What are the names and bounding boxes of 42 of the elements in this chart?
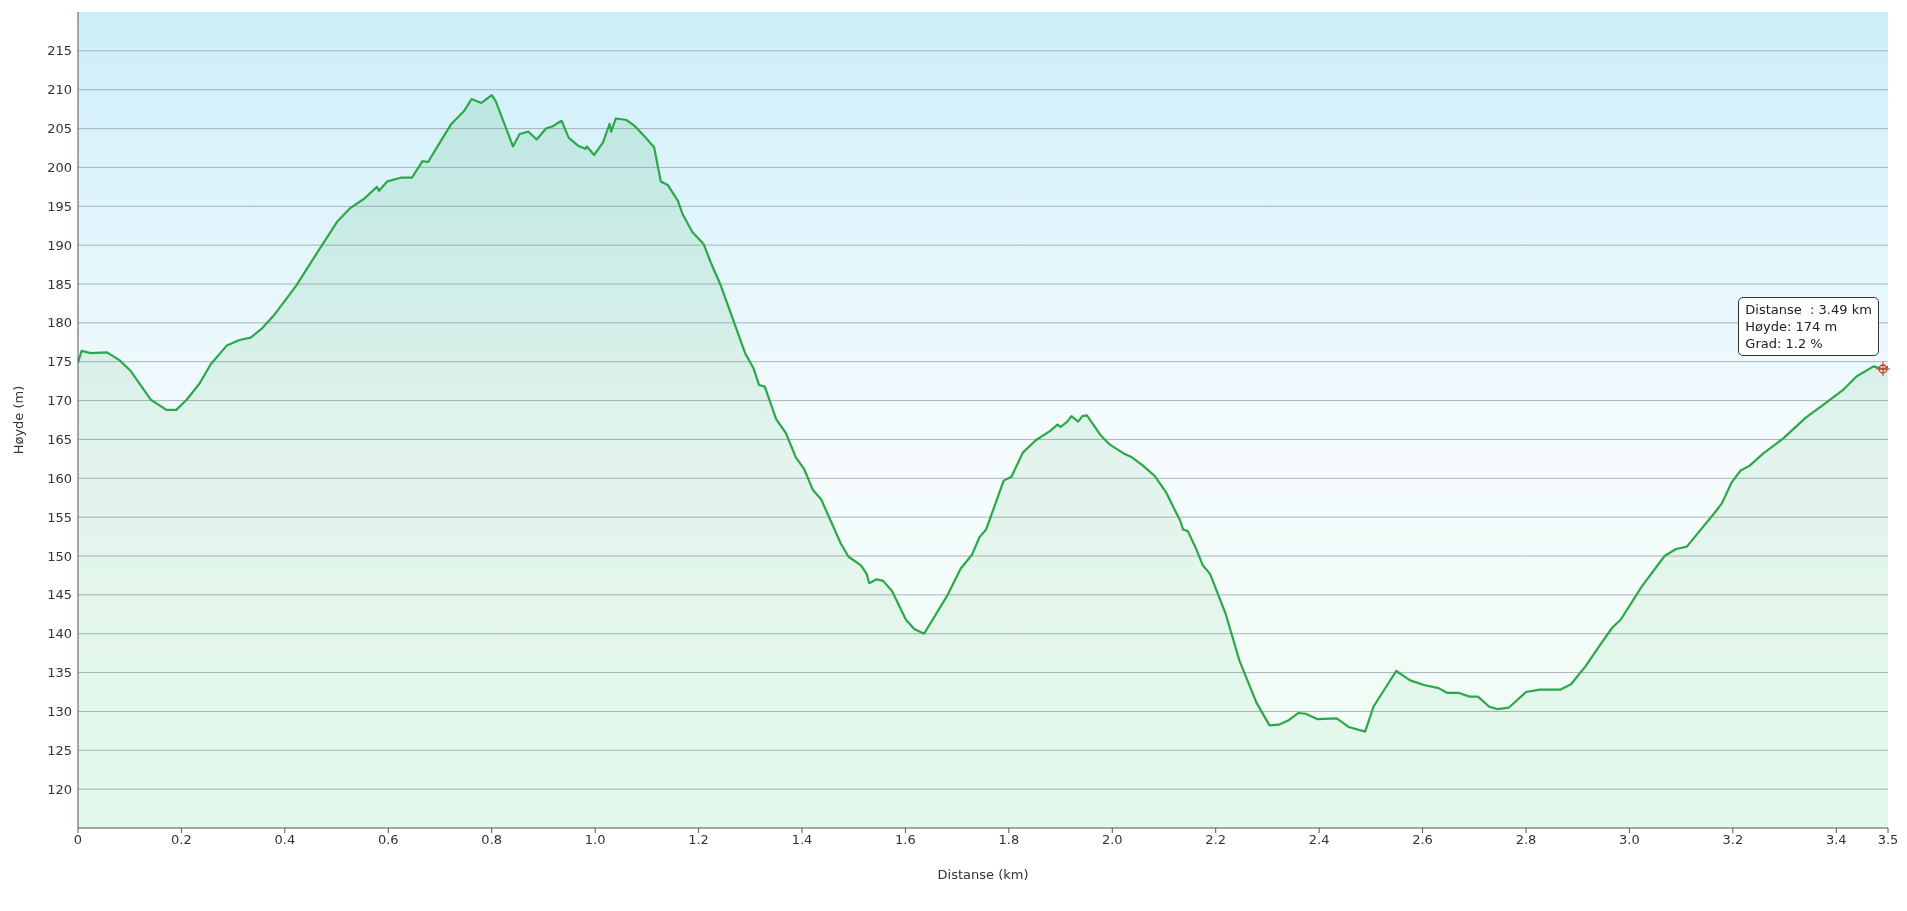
y-tick-label: 120 bbox=[47, 781, 72, 797]
y-tick-label: 130 bbox=[47, 704, 72, 720]
x-tick-label: 1.4 bbox=[791, 832, 813, 848]
x-tick-label: 0.4 bbox=[274, 832, 296, 848]
y-tick-label: 175 bbox=[47, 354, 72, 370]
y-tick-label: 145 bbox=[47, 587, 72, 603]
x-tick-label: 3.0 bbox=[1619, 832, 1640, 848]
x-tick-label: 1.0 bbox=[584, 832, 606, 848]
annotation: Distanse : 3.49 km Høyde: 174 m Grad: 1.2 % bbox=[1745, 300, 1872, 352]
x-tick-label: 0.2 bbox=[171, 832, 192, 848]
x-tick-label: 2.2 bbox=[1205, 832, 1227, 848]
y-tick-label: 165 bbox=[47, 432, 72, 448]
y-tick-label: 200 bbox=[47, 160, 72, 176]
y-axis-title: Høyde (m) bbox=[10, 385, 26, 455]
y-tick-label: 150 bbox=[47, 548, 72, 564]
y-tick-label: 205 bbox=[47, 121, 72, 137]
y-tick-label: 210 bbox=[47, 82, 72, 98]
x-tick-label: 0.8 bbox=[481, 832, 503, 848]
x-tick-label: 3.4 bbox=[1825, 832, 1847, 848]
x-tick-label: 1.2 bbox=[688, 832, 709, 848]
x-tick-label: 1.6 bbox=[895, 832, 916, 848]
x-tick-label: 3.2 bbox=[1722, 832, 1744, 848]
x-tick-label: 1.8 bbox=[998, 832, 1020, 848]
y-tick-label: 185 bbox=[47, 276, 72, 292]
x-tick-label: 3.5 bbox=[1877, 832, 1899, 848]
y-tick-label: 135 bbox=[47, 665, 72, 681]
y-tick-label: 180 bbox=[47, 315, 72, 331]
x-tick-label: 0.6 bbox=[377, 832, 399, 848]
y-tick-label: 190 bbox=[47, 237, 72, 253]
x-tick-label: 0 bbox=[73, 832, 83, 848]
y-tick-label: 160 bbox=[47, 470, 72, 486]
x-tick-label: 2.8 bbox=[1515, 832, 1537, 848]
y-tick-label: 155 bbox=[47, 509, 72, 525]
y-tick-label: 170 bbox=[47, 393, 72, 409]
y-tick-label: 140 bbox=[47, 626, 72, 642]
y-tick-label: 215 bbox=[47, 43, 72, 59]
x-tick-label: 2.6 bbox=[1412, 832, 1433, 848]
y-tick-label: 195 bbox=[47, 198, 72, 214]
y-tick-label: 125 bbox=[47, 742, 72, 758]
x-axis-title: Distanse (km) bbox=[937, 867, 1029, 883]
x-tick-label: 2.4 bbox=[1308, 832, 1330, 848]
x-tick-label: 2.0 bbox=[1101, 832, 1123, 848]
